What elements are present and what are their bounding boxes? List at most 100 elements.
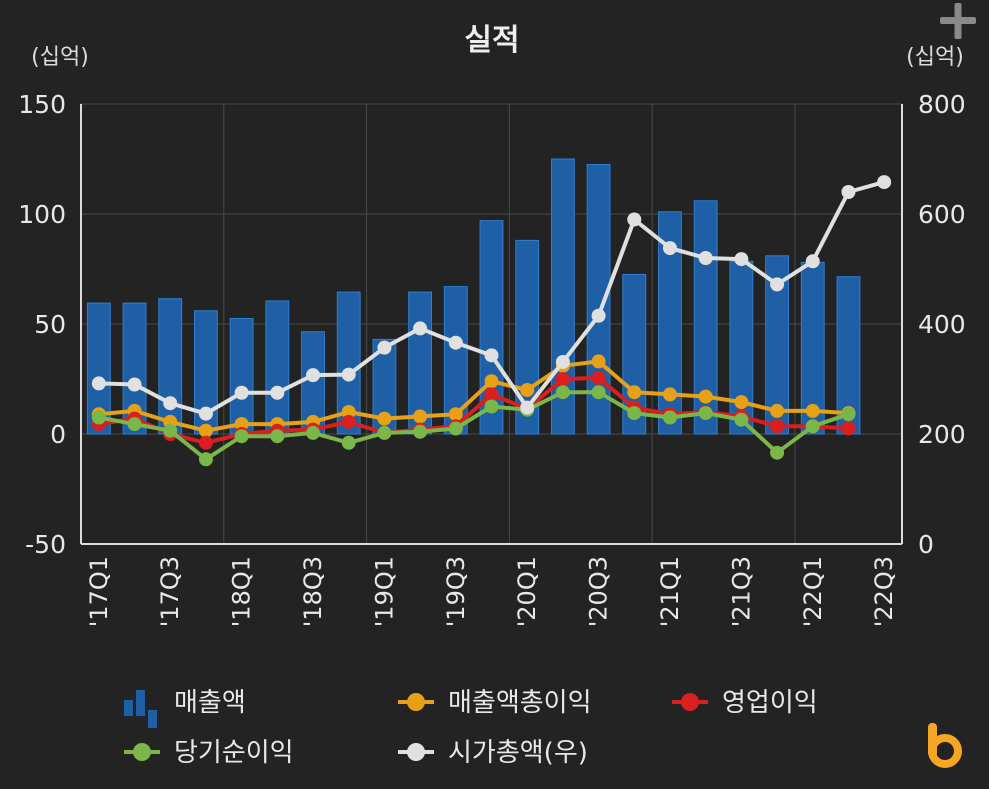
legend-point-swatch: [407, 693, 425, 711]
series-point: [91, 376, 106, 391]
series-point: [555, 354, 570, 369]
series-point: [163, 396, 178, 411]
legend-line-icon: [672, 693, 708, 711]
right-tick-label: 800: [918, 90, 966, 119]
series-point: [484, 387, 499, 402]
left-tick-label: 100: [18, 200, 66, 229]
series-point: [198, 406, 213, 421]
legend-bar-swatch: [124, 700, 133, 716]
left-tick-label: -50: [25, 530, 66, 559]
bar-revenue: [765, 255, 789, 435]
right-tick-label: 0: [918, 530, 934, 559]
series-point: [805, 403, 820, 418]
series-point: [484, 374, 499, 389]
legend-bar-swatch: [136, 690, 145, 716]
legend-point-swatch: [681, 693, 699, 711]
legend-line-icon: [398, 693, 434, 711]
series-point: [591, 308, 606, 323]
series-point: [377, 340, 392, 355]
left-axis-unit: (십억): [31, 45, 89, 70]
x-tick-label: '18Q1: [228, 556, 256, 627]
legend-line-icon: [398, 743, 434, 761]
series-point: [770, 403, 785, 418]
series-point: [698, 406, 713, 421]
series-point: [841, 421, 856, 436]
right-tick-label: 600: [918, 200, 966, 229]
series-point: [341, 405, 356, 419]
legend-bar-swatch: [148, 710, 157, 728]
series-point: [234, 385, 249, 400]
series-point: [770, 277, 785, 292]
series-point: [555, 372, 570, 386]
series-point: [555, 385, 570, 400]
bar-revenue: [86, 302, 111, 435]
right-axis-unit: (십억): [906, 45, 964, 70]
series-point: [520, 400, 535, 415]
series-point: [627, 406, 642, 421]
x-tick-label: '19Q1: [370, 556, 398, 627]
x-tick-label: '19Q3: [442, 556, 470, 627]
bar-revenue: [265, 300, 290, 435]
series-line: [98, 375, 849, 445]
series-point: [91, 410, 106, 425]
legend-label: 매출액총이익: [448, 688, 592, 718]
series-point: [805, 254, 820, 269]
brand-b-logo: [928, 723, 962, 768]
series-point: [448, 335, 463, 350]
series-point: [377, 411, 392, 426]
series-point: [198, 435, 213, 450]
series-point: [484, 348, 499, 363]
series-point: [341, 435, 356, 450]
series-point: [306, 425, 321, 440]
series-line: [98, 359, 849, 433]
bar-revenue: [158, 298, 183, 435]
bar-revenue: [122, 302, 147, 435]
series-point: [734, 252, 749, 267]
legend-label: 당기순이익: [174, 738, 294, 768]
x-tick-label: '21Q3: [727, 556, 755, 627]
series-point: [448, 407, 463, 422]
left-tick-label: 50: [34, 310, 66, 339]
legend-label: 영업이익: [722, 688, 818, 718]
series-point: [662, 387, 677, 402]
legend-bar-icon: [124, 690, 157, 728]
legend-label: 시가총액(우): [448, 738, 588, 768]
plus-icon[interactable]: [940, 3, 976, 39]
series-point: [234, 429, 249, 444]
legend-line-icon: [124, 743, 160, 761]
series-point: [770, 445, 785, 460]
series-point: [448, 421, 463, 436]
series-point: [591, 385, 606, 400]
series-point: [662, 410, 677, 425]
x-tick-label: '17Q3: [156, 556, 184, 627]
left-tick-label: 0: [50, 420, 66, 449]
legend-point-swatch: [407, 743, 425, 761]
legend-point-swatch: [133, 743, 151, 761]
series-point: [627, 212, 642, 227]
series-point: [127, 417, 142, 432]
series-point: [520, 383, 535, 397]
bar-revenue: [229, 318, 254, 435]
x-tick-label: '21Q1: [656, 556, 684, 627]
series-point: [341, 414, 356, 429]
series-point: [413, 321, 428, 336]
series-point: [662, 241, 677, 256]
chart-title: 실적: [464, 23, 519, 58]
series-point: [841, 185, 856, 199]
series-point: [877, 175, 892, 190]
series-point: [234, 417, 249, 432]
x-tick-label: '18Q3: [299, 556, 327, 627]
x-tick-label: '17Q1: [85, 556, 113, 627]
bar-revenue: [658, 211, 682, 435]
legend-label: 매출액: [174, 688, 246, 718]
series-line: [98, 390, 850, 462]
series-point: [270, 429, 285, 444]
series-point: [413, 409, 428, 424]
series-point: [198, 423, 213, 438]
right-tick-label: 400: [918, 310, 966, 339]
x-tick-label: '22Q1: [799, 556, 827, 627]
series-point: [270, 385, 285, 400]
series-point: [698, 389, 713, 404]
series-point: [841, 407, 856, 422]
